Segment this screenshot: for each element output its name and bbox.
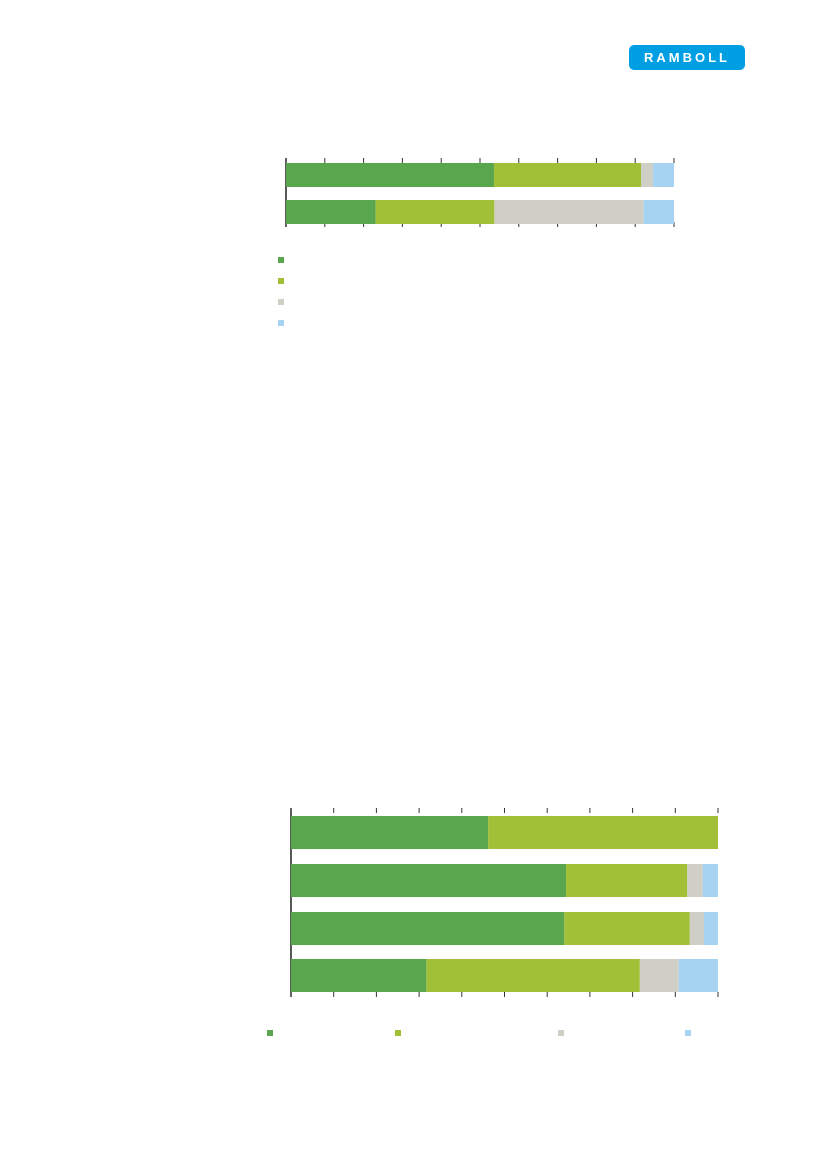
bar-segment [291,959,427,992]
bar-segment [678,959,718,992]
bar-segment [286,200,376,224]
bar-segment [564,912,690,945]
bar-segment [565,864,688,897]
ramboll-logo: RAMBOLL [629,45,745,70]
bar-segment [702,864,718,897]
legend-marker [267,1030,273,1036]
bar-segment [426,959,640,992]
bar-segment [687,864,703,897]
bar-segment [488,816,718,849]
bar-segment [653,163,674,187]
bar-segment [291,912,565,945]
stacked-bar-chart-1 [278,158,675,326]
bar-segment [493,163,642,187]
bar-segment [639,959,679,992]
legend-marker [685,1030,691,1036]
legend-marker [278,320,284,326]
legend-marker [395,1030,401,1036]
bar-segment [291,864,566,897]
bar-segment [689,912,704,945]
bar-segment [286,163,494,187]
bar-segment [703,912,718,945]
legend-marker [278,257,284,263]
legend-marker [278,299,284,305]
legend-marker [278,278,284,284]
bar-segment [494,200,644,224]
legend-marker [558,1030,564,1036]
bar-segment [643,200,674,224]
bar-segment [375,200,495,224]
bar-segment [641,163,654,187]
bar-segment [291,816,489,849]
